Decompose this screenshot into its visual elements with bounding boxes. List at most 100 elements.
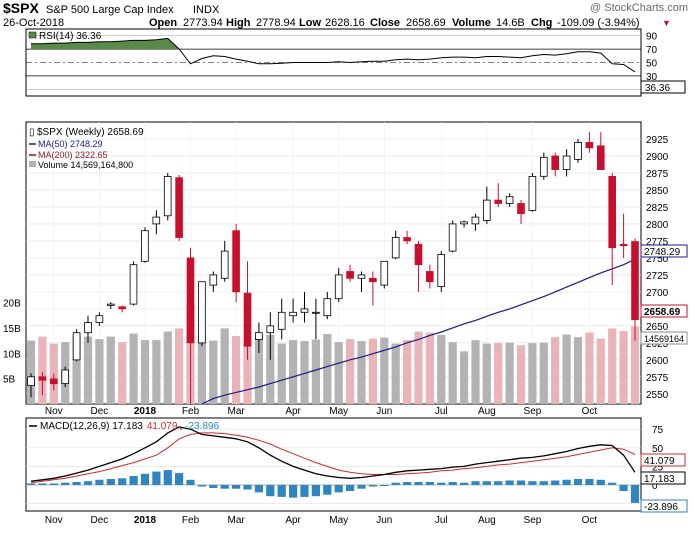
macd-hist-bar — [539, 481, 548, 485]
volume-bar — [585, 332, 594, 404]
candle-icon: ▯ — [29, 127, 35, 138]
volume-bar — [243, 340, 252, 404]
volume-tick-label: 10B — [3, 349, 21, 360]
candle-body — [619, 243, 628, 247]
candle-body — [471, 216, 480, 225]
macd-hist-bar — [516, 480, 526, 485]
macd-panel-frame — [25, 417, 642, 512]
price-last-value: 2658.69 — [644, 307, 681, 318]
month-label: Apr — [285, 406, 301, 417]
candle-body — [380, 260, 389, 286]
candle-body — [277, 311, 286, 330]
macd-hist-bar — [334, 485, 343, 493]
price-tick-label: 2750 — [646, 254, 669, 265]
macd-hist-bar — [220, 485, 229, 489]
macd-hist-bar — [482, 481, 491, 485]
rsi-last-value: 36.36 — [645, 83, 670, 94]
macd-label-value: 17.183 — [112, 421, 143, 432]
macd-hist-bar — [83, 481, 93, 485]
macd-hist-bar — [596, 479, 605, 485]
candle-body — [129, 264, 138, 305]
macd-hist-bar — [562, 479, 571, 485]
macd-hist-bar — [425, 482, 434, 485]
volume-bar — [152, 340, 161, 404]
volume-bar — [346, 339, 355, 404]
macd-tick-label: 75 — [652, 425, 664, 436]
price-tick-label: 2925 — [646, 135, 669, 146]
rsi-tick-label: 90 — [646, 32, 658, 43]
price-panel-frame — [25, 121, 642, 405]
price-tick-label: 2725 — [646, 271, 669, 282]
volume-legend-swatch — [29, 161, 36, 167]
symbol: $SPX — [3, 0, 39, 16]
volume-bar — [482, 343, 491, 404]
candle-body — [414, 243, 423, 266]
rsi-line — [31, 37, 636, 73]
macd-histogram — [26, 470, 640, 503]
volume-bar — [539, 342, 548, 404]
macd-tick-label: 25 — [652, 462, 664, 473]
candle-body — [494, 199, 502, 204]
candle-body — [528, 175, 537, 211]
volume-bar — [619, 331, 628, 404]
brand-watermark: @ StockCharts.com — [590, 2, 688, 14]
macd-hist-bar — [448, 482, 457, 485]
macd-tick-label: 50 — [652, 444, 664, 455]
macd-hist-bar — [49, 483, 58, 485]
candle-body — [425, 271, 434, 283]
candle-body — [266, 325, 275, 334]
month-label: May — [329, 406, 348, 417]
macd-last-box — [640, 471, 686, 485]
macd-hist-bar — [197, 485, 206, 487]
macd-hist-bar — [140, 473, 150, 485]
candle-body — [562, 155, 571, 171]
month-label: Jun — [376, 515, 392, 526]
volume-bar — [220, 328, 229, 404]
macd-hist-bar — [494, 481, 503, 485]
candle-body — [255, 332, 263, 340]
hist-label-value: -23.896 — [185, 421, 219, 432]
date: 26-Oct-2018 — [3, 17, 64, 29]
macd-hist-bar — [403, 482, 412, 485]
candle-body — [540, 156, 548, 177]
volume-bar — [380, 337, 389, 404]
volume-last-value: 14569164 — [644, 334, 684, 344]
volume-bar — [608, 328, 617, 404]
volume-bar — [528, 343, 537, 404]
month-label: Dec — [90, 406, 108, 417]
volume-bar — [72, 335, 81, 404]
macd-hist-bar — [129, 476, 138, 485]
candle-body — [437, 254, 445, 287]
macd-hist-bar — [61, 482, 70, 485]
price-legend-main: $SPX (Weekly) 2658.69 — [37, 127, 144, 138]
volume-bar — [437, 335, 446, 404]
signal-last-box — [640, 453, 686, 467]
rsi-label: RSI(14) 36.36 — [39, 31, 102, 42]
change-down-icon: ▼ — [662, 18, 671, 28]
rsi-tick-label: 30 — [646, 72, 658, 83]
volume-tick-label: 20B — [3, 299, 21, 310]
ma50-last-box — [640, 244, 688, 258]
volume-bar — [83, 336, 93, 404]
macd-hist-bar — [551, 480, 560, 485]
volume-bar — [448, 342, 457, 404]
candle-body — [84, 322, 92, 334]
candle-body — [61, 369, 69, 385]
volume-bar — [106, 336, 115, 404]
macd-hist-bar — [118, 478, 127, 485]
low-value: 2628.16 — [325, 17, 365, 29]
macd-signal-line — [30, 432, 636, 484]
macd-hist-bar — [72, 482, 81, 485]
rsi-legend: RSI(14) 36.36 — [28, 31, 102, 42]
volume-bar — [175, 328, 184, 404]
price-tick-label: 2650 — [646, 322, 669, 333]
price-tick-label: 2550 — [646, 390, 669, 401]
volume-bar — [197, 336, 206, 404]
macd-hist-bar — [505, 480, 514, 485]
candle-body — [631, 241, 639, 321]
change-label: Chg — [531, 17, 552, 29]
candle-body — [608, 175, 616, 249]
macd-hist-bar — [380, 485, 389, 486]
price-tick-label: 2825 — [646, 203, 669, 214]
